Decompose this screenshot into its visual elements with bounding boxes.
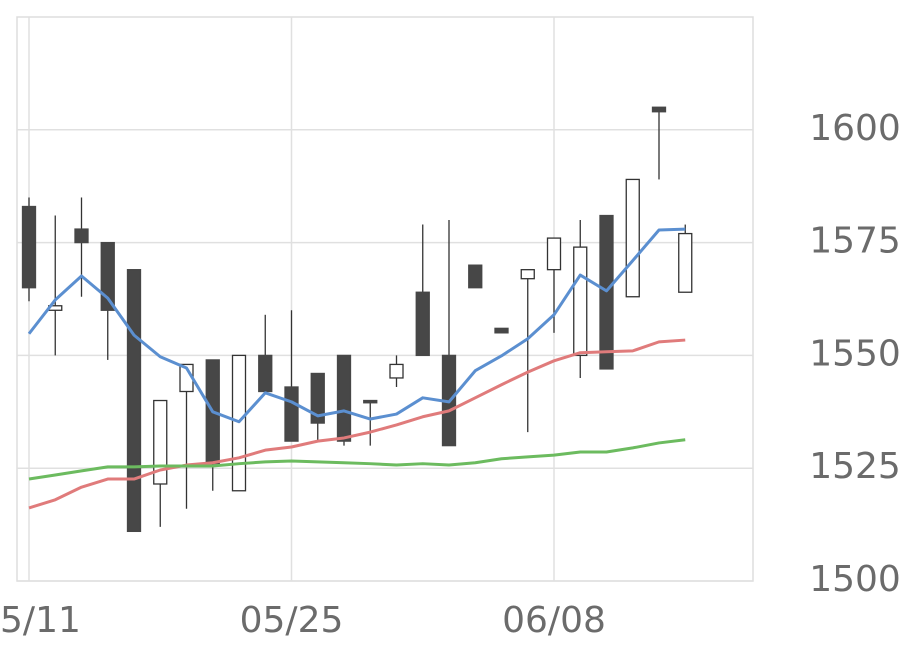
candle-body <box>310 372 325 424</box>
candle-body <box>126 269 142 533</box>
candle-body <box>520 269 535 280</box>
candle-body <box>284 386 299 442</box>
candle-body <box>468 264 483 289</box>
candle-body <box>153 399 168 485</box>
candle-body <box>100 241 115 311</box>
candle-body <box>415 291 430 357</box>
candle-body <box>258 354 273 393</box>
candle-body <box>336 354 352 442</box>
moving-average-line <box>28 338 686 510</box>
moving-average-line <box>28 438 686 481</box>
y-tick-label: 1575 <box>809 221 901 262</box>
y-tick-label: 1500 <box>809 559 901 600</box>
candle-body <box>546 237 562 271</box>
candle-body <box>678 232 693 293</box>
y-tick-label: 1525 <box>809 446 901 487</box>
moving-average-line <box>27 227 686 424</box>
candle-body <box>625 178 640 298</box>
candle-body <box>389 363 404 379</box>
x-tick-label: 06/08 <box>502 600 606 641</box>
y-tick-label: 1550 <box>809 333 901 374</box>
candle-body <box>74 228 89 244</box>
candle-body <box>651 106 667 113</box>
candle-body <box>21 205 37 289</box>
candle-body <box>363 399 378 404</box>
candle-body <box>573 246 588 357</box>
x-tick-label: 05/25 <box>240 600 344 641</box>
y-tick-label: 1600 <box>809 108 901 149</box>
candle-body <box>494 327 509 334</box>
x-tick-label: 05/11 <box>0 600 81 641</box>
